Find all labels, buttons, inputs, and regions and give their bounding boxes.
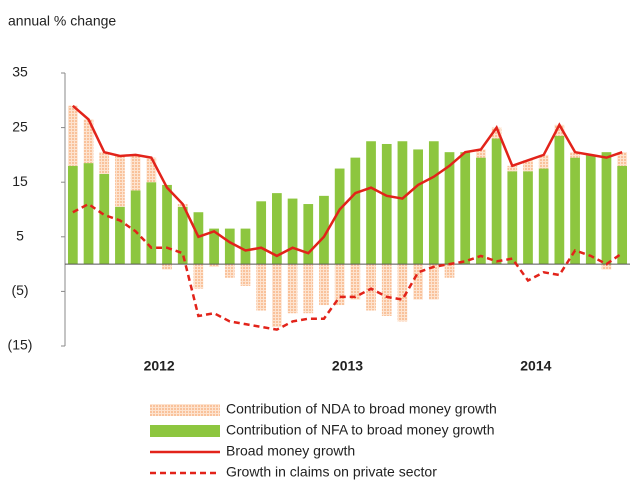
nda-bar bbox=[476, 149, 486, 158]
nda-bar bbox=[162, 264, 172, 270]
nfa-bar bbox=[350, 157, 361, 265]
nfa-bar bbox=[146, 182, 157, 265]
nda-bar bbox=[99, 152, 110, 175]
nda-bar bbox=[570, 152, 580, 158]
nda-bar bbox=[538, 154, 549, 169]
nda-bar bbox=[193, 264, 204, 289]
nfa-bar bbox=[444, 152, 455, 265]
legend-label: Broad money growth bbox=[226, 443, 355, 459]
nda-bar bbox=[83, 119, 94, 164]
nda-bar bbox=[256, 264, 267, 311]
nda-bar bbox=[444, 264, 455, 278]
nfa-bar bbox=[272, 193, 282, 265]
nda-bar bbox=[209, 264, 219, 267]
nfa-bar bbox=[507, 171, 518, 265]
nfa-bar bbox=[554, 135, 565, 265]
nda-bar bbox=[130, 154, 141, 191]
nda-bar bbox=[507, 165, 518, 172]
nfa-bar bbox=[617, 165, 628, 265]
nfa-bar bbox=[209, 228, 219, 265]
nda-bar bbox=[334, 264, 345, 306]
nda-bar bbox=[240, 264, 251, 286]
y-tick-label: (15) bbox=[8, 337, 33, 353]
nfa-bar bbox=[381, 143, 392, 265]
nfa-bar bbox=[83, 163, 94, 265]
legend-label: Growth in claims on private sector bbox=[226, 464, 437, 480]
legend-label: Contribution of NFA to broad money growt… bbox=[226, 422, 494, 438]
nfa-bar bbox=[491, 138, 502, 265]
nfa-bar bbox=[177, 206, 188, 265]
y-tick-label: 15 bbox=[12, 173, 28, 189]
nda-bar bbox=[601, 264, 612, 270]
nfa-bar bbox=[366, 141, 376, 265]
nfa-bar bbox=[334, 168, 345, 265]
line-series bbox=[72, 104, 623, 258]
legend-label: Contribution of NDA to broad money growt… bbox=[226, 401, 497, 417]
nfa-bar bbox=[240, 228, 251, 265]
nfa-bar bbox=[538, 168, 549, 265]
nda-bar bbox=[491, 127, 502, 139]
nfa-bar bbox=[413, 149, 423, 265]
y-tick-label: 35 bbox=[12, 64, 28, 80]
nfa-bar bbox=[570, 157, 580, 265]
legend-swatch bbox=[150, 425, 220, 437]
nda-bar bbox=[397, 264, 408, 322]
nda-bar bbox=[115, 155, 125, 207]
nfa-bar bbox=[428, 141, 439, 265]
nfa-bar bbox=[256, 201, 267, 265]
nda-bar bbox=[617, 152, 628, 166]
nfa-bar bbox=[115, 206, 125, 265]
nfa-bar bbox=[162, 184, 172, 265]
nda-bar bbox=[224, 264, 235, 278]
nfa-bar bbox=[476, 157, 486, 265]
y-tick-label: 5 bbox=[16, 228, 24, 244]
nfa-bar bbox=[585, 154, 596, 265]
nfa-bar bbox=[319, 195, 329, 265]
nfa-bar bbox=[99, 174, 110, 265]
y-axis-label: annual % change bbox=[8, 13, 116, 29]
nda-bar bbox=[272, 264, 282, 327]
y-tick-label: (5) bbox=[11, 282, 28, 298]
nda-bar bbox=[381, 264, 392, 316]
nfa-bar bbox=[224, 228, 235, 265]
x-tick-label: 2013 bbox=[332, 358, 363, 374]
nfa-bar bbox=[130, 190, 141, 265]
nfa-bar bbox=[397, 141, 408, 265]
line-series bbox=[72, 202, 623, 331]
nda-bar bbox=[350, 264, 361, 300]
nfa-bar bbox=[287, 198, 298, 265]
nfa-bar bbox=[303, 204, 314, 265]
nda-bar bbox=[428, 264, 439, 300]
nda-bar bbox=[319, 264, 329, 306]
x-tick-label: 2014 bbox=[520, 358, 551, 374]
nfa-bar bbox=[523, 171, 533, 265]
nda-bar bbox=[146, 157, 157, 183]
nfa-bar bbox=[460, 152, 471, 265]
x-tick-label: 2012 bbox=[144, 358, 175, 374]
nda-bar bbox=[523, 160, 533, 172]
nda-bar bbox=[67, 105, 78, 166]
nfa-bar bbox=[601, 152, 612, 265]
nda-bar bbox=[303, 264, 314, 314]
legend-swatch bbox=[150, 404, 220, 416]
nda-bar bbox=[413, 264, 423, 300]
nfa-bar bbox=[67, 165, 78, 265]
nda-bar bbox=[287, 264, 298, 314]
nda-bar bbox=[554, 124, 565, 136]
nfa-bar bbox=[193, 212, 204, 265]
y-tick-label: 25 bbox=[12, 118, 28, 134]
